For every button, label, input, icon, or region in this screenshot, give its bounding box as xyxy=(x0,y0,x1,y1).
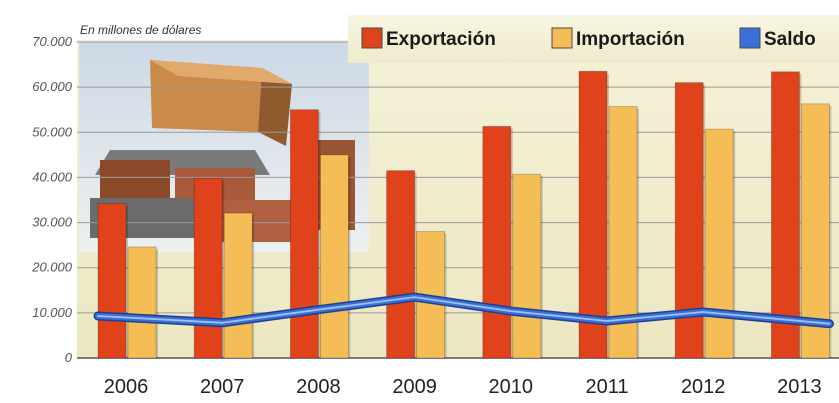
y-tick-label: 20.000 xyxy=(31,260,73,275)
legend-swatch-importación xyxy=(551,27,573,49)
bar-importación xyxy=(319,154,349,359)
legend-swatch-saldo xyxy=(739,27,761,49)
bar-importación xyxy=(512,173,542,359)
legend-label: Exportación xyxy=(386,29,496,50)
bar-importación xyxy=(704,128,734,359)
y-tick-label: 70.000 xyxy=(32,34,73,49)
x-tick-label: 2010 xyxy=(489,376,534,398)
legend: Exportación Importación Saldo xyxy=(348,15,839,63)
y-tick-label: 50.000 xyxy=(32,124,73,139)
saldo-line xyxy=(93,292,834,329)
x-tick-label: 2012 xyxy=(681,376,726,398)
legend-label: Saldo xyxy=(764,29,816,50)
y-tick-label: 40.000 xyxy=(32,169,73,184)
x-tick-label: 2007 xyxy=(200,376,245,398)
bar-importación xyxy=(801,103,830,359)
bar-exportación xyxy=(193,177,223,359)
x-tick-label: 2013 xyxy=(777,376,822,398)
y-tick-label: 0 xyxy=(65,350,73,365)
bar-exportación xyxy=(386,170,416,359)
x-tick-label: 2011 xyxy=(585,376,628,398)
bar-importación xyxy=(223,212,253,359)
y-tick-label: 10.000 xyxy=(32,305,73,320)
y-tick-label: 30.000 xyxy=(32,215,73,230)
saldo-line-highlight xyxy=(97,296,831,325)
x-tick-label: 2008 xyxy=(296,376,341,398)
x-tick-label: 2006 xyxy=(104,376,149,398)
bar-exportación xyxy=(482,126,512,359)
unit-note: En millones de dólares xyxy=(80,23,201,37)
legend-label: Importación xyxy=(576,29,685,50)
x-tick-label: 2009 xyxy=(392,376,437,398)
y-ticks: 0 10.000 20.000 30.000 40.000 50.000 60.000 70.… xyxy=(31,34,73,365)
bar-exportación xyxy=(771,71,800,359)
y-tick-label: 60.000 xyxy=(32,79,73,94)
bar-exportación xyxy=(97,203,127,359)
legend-swatch-exportación xyxy=(361,27,383,49)
bar-exportación xyxy=(289,109,319,359)
bar-exportación xyxy=(578,70,608,359)
x-ticks: 2006 2007 2008 2009 2010 2011 2012 2013 xyxy=(104,376,822,398)
bar-importación xyxy=(127,246,157,359)
